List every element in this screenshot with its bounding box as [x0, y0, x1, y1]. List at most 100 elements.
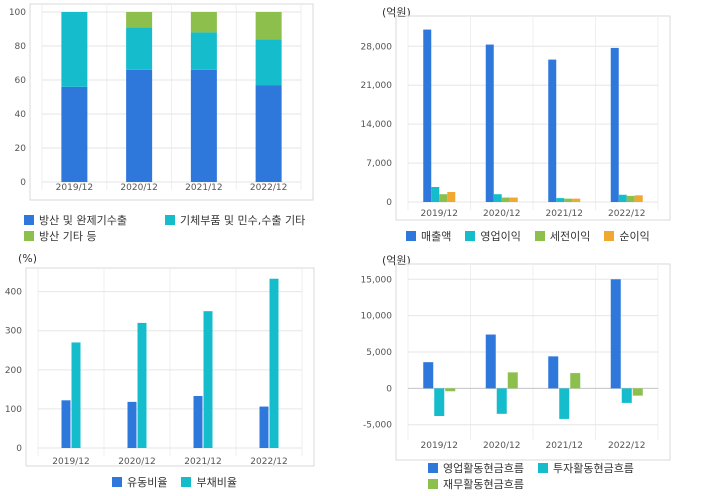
x-tick-label: 2019/12 [421, 441, 458, 451]
x-tick-label: 2022/12 [608, 209, 645, 219]
legend-item: 부채비율 [181, 474, 237, 490]
legend-item: 유동비율 [112, 474, 167, 490]
legend-label: 세전이익 [549, 230, 591, 243]
bar [137, 322, 147, 448]
legend-item: 세전이익 [534, 228, 591, 244]
cashflow-plot: -5,000 0 5,000 10,000 15,000 2019/12 2020/12 20… [361, 263, 671, 461]
x-tick-label: 2019/12 [52, 457, 89, 467]
bar [190, 32, 217, 70]
x-tick-label: 2021/12 [185, 183, 222, 193]
legend-label: 방산 기타 등 [39, 230, 97, 243]
legend-item: 재무활동현금흐름 [428, 476, 524, 492]
legend-swatch [534, 231, 545, 241]
y-tick-label: 100 [9, 8, 26, 18]
x-tick-label: 2022/12 [250, 183, 287, 193]
y-tick-label: -5,000 [363, 421, 392, 431]
bar [632, 388, 643, 396]
bar [618, 194, 627, 202]
bar [634, 195, 643, 202]
bar [447, 191, 456, 202]
legend-swatch [428, 479, 438, 489]
y-tick-label: 21,000 [361, 81, 393, 91]
x-tick-label: 2022/12 [608, 441, 645, 451]
bar [493, 194, 502, 202]
bar [507, 372, 518, 389]
ratio-chart: (%) 0 100 200 300 400 2019/12 2020/12 2021/12 20… [0, 248, 360, 496]
bar [255, 39, 282, 86]
y-tick-label: 100 [5, 405, 22, 415]
bar [126, 27, 153, 70]
legend-item: 매출액 [406, 228, 451, 244]
bar [190, 69, 217, 182]
legend-label: 유동비율 [127, 476, 168, 489]
bar [572, 198, 581, 202]
bar [509, 197, 518, 202]
legend-swatch [24, 231, 34, 241]
legend-label: 부채비율 [196, 476, 237, 489]
legend-item: 영업이익 [465, 228, 521, 244]
bar [61, 86, 88, 182]
x-tick-label: 2021/12 [546, 441, 583, 451]
revenue-mix-plot: 0 20 40 60 80 100 2019/12 2020/12 2021/12 2022/12 [9, 3, 314, 201]
bar [626, 195, 635, 202]
bar [496, 388, 507, 414]
legend-label: 영업활동현금흐름 [443, 462, 524, 475]
legend-swatch [537, 463, 548, 473]
x-tick-label: 2021/12 [184, 457, 221, 467]
bar [127, 401, 137, 448]
bar [439, 194, 448, 202]
bar [564, 198, 573, 202]
bar [610, 279, 621, 389]
legend-item: 방산 및 완제기수출 [24, 212, 127, 228]
legend-item: 기체부품 및 민수,수출 기타 [164, 212, 306, 228]
y-tick-label: 0 [16, 444, 22, 454]
y-tick-label: 40 [15, 110, 27, 120]
bar [485, 44, 494, 202]
legend-label: 매출액 [421, 230, 452, 243]
legend-label: 기체부품 및 민수,수출 기타 [179, 214, 306, 227]
y-tick-label: 0 [386, 198, 392, 208]
x-tick-label: 2019/12 [421, 209, 458, 219]
cashflow-chart: (억원) -5,000 0 5,000 10,000 15,000 2019/12 2020… [360, 248, 720, 496]
ratio-unit-label: (%) [18, 252, 38, 265]
bar [434, 388, 445, 416]
bar [556, 198, 565, 202]
y-tick-label: 20 [15, 144, 27, 154]
bar [126, 69, 153, 182]
bar [548, 356, 559, 389]
revenue-mix-legend: 방산 및 완제기수출 기체부품 및 민수,수출 기타 방산 기타 등 [24, 212, 319, 244]
y-tick-label: 0 [386, 384, 392, 394]
y-tick-label: 80 [15, 42, 27, 52]
legend-swatch [112, 477, 122, 487]
bar [548, 59, 557, 202]
ratio-legend: 유동비율 부채비율 [112, 474, 251, 490]
y-tick-label: 15,000 [361, 275, 393, 285]
legend-item: 영업활동현금흐름 [428, 460, 524, 476]
legend-label: 영업이익 [480, 230, 521, 243]
bar [445, 388, 456, 392]
y-tick-label: 10,000 [361, 312, 393, 322]
profit-chart: (억원) 0 7,000 14,000 21,000 28,000 2019/12 2020… [360, 0, 720, 248]
bar [61, 400, 71, 448]
bar [71, 342, 81, 448]
x-tick-label: 2020/12 [118, 457, 155, 467]
bar [255, 85, 282, 182]
y-tick-label: 14,000 [361, 120, 393, 130]
legend-label: 재무활동현금흐름 [443, 478, 524, 491]
bar [570, 373, 581, 389]
legend-item: 투자활동현금흐름 [537, 460, 634, 476]
legend-item: 순이익 [604, 228, 650, 244]
y-tick-label: 7,000 [366, 159, 392, 169]
x-tick-label: 2020/12 [483, 441, 520, 451]
bar [501, 197, 510, 202]
bar [255, 12, 282, 40]
cashflow-legend: 영업활동현금흐름 투자활동현금흐름 재무활동현금흐름 [428, 460, 648, 492]
y-tick-label: 300 [5, 327, 22, 337]
bar [485, 334, 496, 389]
bar [190, 12, 217, 33]
y-tick-label: 5,000 [366, 348, 392, 358]
bar [610, 47, 619, 203]
bar [126, 12, 153, 28]
legend-swatch [465, 231, 476, 241]
y-tick-label: 28,000 [361, 42, 393, 52]
